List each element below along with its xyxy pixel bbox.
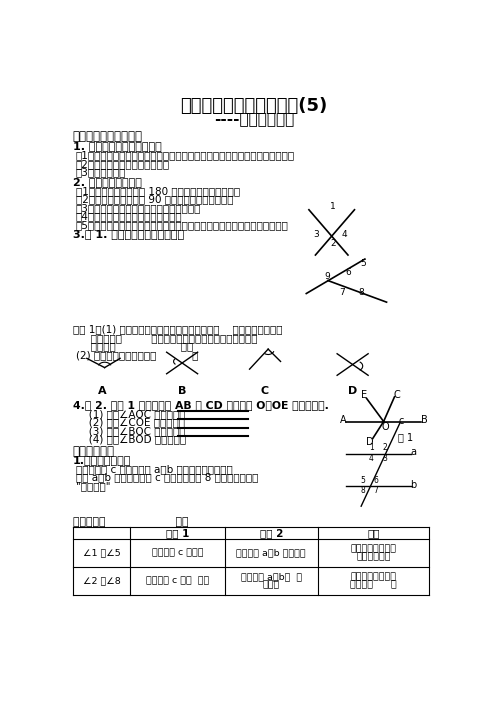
Text: 位置 2: 位置 2 — [259, 528, 283, 538]
Text: A: A — [340, 415, 347, 425]
Text: 1: 1 — [369, 443, 373, 452]
Text: 处于直线 c 的（  ）侧: 处于直线 c 的（ ）侧 — [146, 576, 209, 585]
Text: E: E — [361, 390, 368, 400]
Text: （5）邻补角定义：两个角有一条公共边，它们的另一条边互为反向延长线。: （5）邻补角定义：两个角有一条公共边，它们的另一条边互为反向延长线。 — [76, 220, 289, 230]
Text: 3: 3 — [382, 454, 387, 463]
Text: ∠2 和∠8: ∠2 和∠8 — [83, 576, 121, 585]
Text: (3) 写出∠BOC 的邻补角：: (3) 写出∠BOC 的邻补角： — [79, 426, 186, 436]
Text: 2: 2 — [382, 443, 387, 452]
Text: 1. 对顶角的概念及判定方法: 1. 对顶角的概念及判定方法 — [73, 141, 162, 151]
Text: 角一定有（         ），且其中一个角的两边是另一个角的: 角一定有（ ），且其中一个角的两边是另一个角的 — [80, 333, 257, 343]
Text: 2: 2 — [330, 239, 336, 248]
Text: 3.例 1. 找出右图一中的对顶角：: 3.例 1. 找出右图一中的对顶角： — [73, 229, 184, 239]
Text: （4）同角（等角）的余角和补角相等: （4）同角（等角）的余角和补角相等 — [76, 211, 183, 221]
Text: 练习 1：(1) 请说说对顶角的特点：对顶角是指（    ）个角，二个对顶: 练习 1：(1) 请说说对顶角的特点：对顶角是指（ ）个角，二个对顶 — [73, 324, 282, 334]
Text: (4) 写出∠BOD 的对顶角：: (4) 写出∠BOD 的对顶角： — [79, 435, 186, 444]
Text: 9: 9 — [324, 272, 330, 281]
Text: ∠1 和∠5: ∠1 和∠5 — [83, 549, 121, 557]
Text: （2）如果两个角的和为 90 度，则这两个角互为余角: （2）如果两个角的和为 90 度，则这两个角互为余角 — [76, 194, 234, 204]
Text: ----平行线的判定: ----平行线的判定 — [214, 112, 294, 127]
Text: 这样位置的一对角: 这样位置的一对角 — [351, 545, 396, 554]
Text: 数学七年级下期培优学案(5): 数学七年级下期培优学案(5) — [181, 97, 328, 114]
Text: 7: 7 — [339, 288, 345, 296]
Text: （1）如果两个角的和为 180 度，则这两个角互为补角: （1）如果两个角的和为 180 度，则这两个角互为补角 — [76, 186, 240, 196]
Text: 5: 5 — [360, 475, 365, 484]
Text: A: A — [98, 386, 107, 396]
Text: 这样位置的一对角: 这样位置的一对角 — [351, 573, 396, 581]
Text: 5: 5 — [360, 260, 366, 268]
Text: 两边的（                    ）。: 两边的（ ）。 — [80, 341, 193, 352]
Text: 1: 1 — [330, 202, 336, 211]
Text: 的一方: 的一方 — [262, 581, 280, 589]
Text: (2) 写出∠COE 的邻补角：: (2) 写出∠COE 的邻补角： — [79, 418, 185, 428]
Text: 1.三线八角的概念: 1.三线八角的概念 — [73, 455, 131, 465]
Text: 被称为（      ）: 被称为（ ） — [350, 581, 397, 589]
Text: 3: 3 — [313, 230, 319, 239]
Text: 4: 4 — [342, 230, 348, 239]
Text: （1）定义：两个角有公共的顶点，一个角的两边是另一个角两边的反向延长线: （1）定义：两个角有公共的顶点，一个角的两边是另一个角两边的反向延长线 — [76, 150, 295, 161]
Text: 如图，直线 c 分别与直线 a、b 相交（也可以说两条: 如图，直线 c 分别与直线 a、b 相交（也可以说两条 — [76, 464, 233, 474]
Text: 处于直线 a、b（  ）: 处于直线 a、b（ ） — [241, 573, 302, 581]
Text: 4.例 2. 如图 1 所示，直线 AB 和 CD 相交于点 O，OE 是一条射线.: 4.例 2. 如图 1 所示，直线 AB 和 CD 相交于点 O，OE 是一条射… — [73, 400, 329, 410]
Text: 处于直线 a、b 的同一方: 处于直线 a、b 的同一方 — [237, 549, 306, 557]
Text: B: B — [178, 386, 186, 396]
Text: c: c — [399, 416, 404, 425]
Text: 观察填表：                    表一: 观察填表： 表一 — [73, 517, 188, 527]
Text: C: C — [261, 386, 269, 396]
Text: 8: 8 — [359, 288, 365, 296]
Text: 被称为同位角: 被称为同位角 — [356, 552, 391, 562]
Text: 8: 8 — [360, 486, 365, 496]
Text: 二、三线八角: 二、三线八角 — [73, 444, 115, 458]
Text: D: D — [366, 437, 373, 446]
Text: 一、相交线所形成的角: 一、相交线所形成的角 — [73, 131, 143, 143]
Text: 6: 6 — [346, 268, 352, 277]
Text: 结论: 结论 — [368, 528, 380, 538]
Text: B: B — [421, 415, 427, 425]
Text: （2）对顶角产生于两条相交直线: （2）对顶角产生于两条相交直线 — [76, 159, 170, 169]
Text: a: a — [410, 447, 416, 457]
Text: （3）补角和余角只与角度有关，和位置无关: （3）补角和余角只与角度有关，和位置无关 — [76, 203, 201, 213]
Text: C: C — [393, 390, 400, 399]
Text: 图 1: 图 1 — [398, 432, 413, 442]
Text: 2. 补交和余角的概念: 2. 补交和余角的概念 — [73, 177, 142, 187]
Text: 6: 6 — [373, 475, 378, 484]
Text: (2) 下面是对顶角的是：（           ）: (2) 下面是对顶角的是：（ ） — [76, 351, 198, 361]
Text: 位置 1: 位置 1 — [166, 528, 189, 538]
Text: b: b — [410, 479, 416, 489]
Text: 处于直线 c 的同侧: 处于直线 c 的同侧 — [152, 549, 203, 557]
Text: 直线 a、b 被第三条直线 c 所截），得到 8 个角，通常称为: 直线 a、b 被第三条直线 c 所截），得到 8 个角，通常称为 — [76, 472, 258, 482]
Text: 7: 7 — [373, 486, 378, 496]
Text: D: D — [348, 386, 357, 396]
Text: (1) 写出∠AOC 的邻补角：: (1) 写出∠AOC 的邻补角： — [79, 409, 186, 419]
Text: "三线八角": "三线八角" — [76, 481, 111, 491]
Text: O: O — [381, 422, 389, 432]
Text: （3）对顶角相等: （3）对顶角相等 — [76, 167, 126, 178]
Text: 4: 4 — [369, 454, 373, 463]
